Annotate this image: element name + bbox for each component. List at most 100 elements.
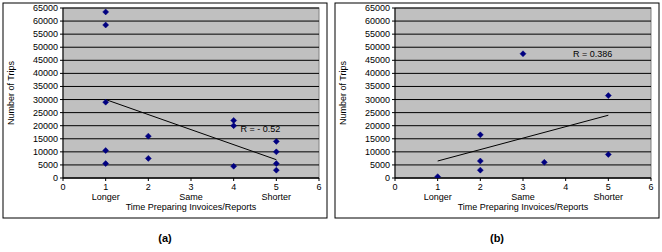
y-tick-label: 60000 xyxy=(33,16,58,26)
grid-line xyxy=(395,34,651,35)
grid-line xyxy=(63,73,319,74)
y-tick-label: 65000 xyxy=(33,3,58,13)
y-tick-label: 45000 xyxy=(33,55,58,65)
data-point xyxy=(273,149,279,155)
annotation: R = - 0.52 xyxy=(241,124,281,134)
data-point xyxy=(541,159,547,165)
x-category-label: Longer xyxy=(424,192,452,202)
x-tick xyxy=(319,178,320,181)
data-layer xyxy=(103,9,280,173)
y-tick-label: 5000 xyxy=(38,160,58,170)
y-tick-label: 40000 xyxy=(365,68,390,78)
grid-line xyxy=(395,73,651,74)
data-point xyxy=(103,148,109,154)
grid-line xyxy=(63,112,319,113)
x-tick xyxy=(276,178,277,181)
data-point xyxy=(273,161,279,167)
data-point xyxy=(273,167,279,173)
y-tick-label: 60000 xyxy=(365,16,390,26)
grid-line xyxy=(395,164,651,165)
data-point xyxy=(145,133,151,139)
data-point xyxy=(520,51,526,57)
x-tick-label: 1 xyxy=(435,182,440,192)
data-point xyxy=(231,123,237,129)
data-point xyxy=(231,163,237,169)
grid-line xyxy=(395,60,651,61)
x-tick-label: 4 xyxy=(563,182,568,192)
grid-line xyxy=(395,47,651,48)
panel-caption: (a) xyxy=(158,232,172,244)
plot-area xyxy=(63,8,319,178)
y-tick-label: 35000 xyxy=(365,81,390,91)
y-tick-label: 10000 xyxy=(33,147,58,157)
grid-line xyxy=(63,8,319,9)
y-tick-label: 55000 xyxy=(365,29,390,39)
x-tick-label: 2 xyxy=(146,182,151,192)
y-tick-label: 0 xyxy=(385,173,390,183)
x-category-label: Same xyxy=(511,192,535,202)
grid-line xyxy=(63,125,319,126)
x-tick xyxy=(148,178,149,181)
y-tick-label: 10000 xyxy=(365,147,390,157)
grid-line xyxy=(63,164,319,165)
data-point xyxy=(477,132,483,138)
x-tick-label: 5 xyxy=(606,182,611,192)
data-point xyxy=(605,93,611,99)
y-tick-label: 35000 xyxy=(33,81,58,91)
grid-line xyxy=(395,99,651,100)
panel-caption: (b) xyxy=(490,232,504,244)
x-tick xyxy=(191,178,192,181)
y-tick-label: 0 xyxy=(53,173,58,183)
grid-line xyxy=(63,99,319,100)
x-tick-label: 6 xyxy=(648,182,653,192)
data-point xyxy=(103,9,109,15)
grid-line xyxy=(63,151,319,152)
y-tick-label: 30000 xyxy=(365,95,390,105)
data-point xyxy=(477,167,483,173)
data-point xyxy=(605,151,611,157)
grid-line xyxy=(395,86,651,87)
data-point xyxy=(435,174,441,178)
grid-line xyxy=(63,138,319,139)
x-tick xyxy=(63,178,64,181)
grid-line xyxy=(63,86,319,87)
x-tick xyxy=(395,178,396,181)
x-tick-label: 1 xyxy=(103,182,108,192)
x-tick xyxy=(651,178,652,181)
grid-line xyxy=(63,34,319,35)
y-tick-label: 55000 xyxy=(33,29,58,39)
chart-panel: 0500010000150002000025000300003500040000… xyxy=(3,3,327,244)
x-tick xyxy=(105,178,106,181)
y-tick-label: 5000 xyxy=(370,160,390,170)
data-point xyxy=(477,158,483,164)
x-tick-label: 4 xyxy=(231,182,236,192)
panel-frame xyxy=(335,3,659,218)
x-tick xyxy=(480,178,481,181)
x-category-label: Same xyxy=(179,192,203,202)
y-tick-label: 25000 xyxy=(33,108,58,118)
y-tick-label: 25000 xyxy=(365,108,390,118)
x-tick-label: 0 xyxy=(60,182,65,192)
grid-line xyxy=(395,151,651,152)
y-axis-title: Number of Trips xyxy=(338,60,348,125)
y-tick-label: 30000 xyxy=(33,95,58,105)
x-tick xyxy=(565,178,566,181)
x-tick-label: 0 xyxy=(392,182,397,192)
panel-frame xyxy=(3,3,327,218)
chart-panel: 0500010000150002000025000300003500040000… xyxy=(335,3,659,244)
y-tick-label: 15000 xyxy=(365,134,390,144)
x-category-label: Shorter xyxy=(594,192,624,202)
x-axis-title: Time Preparing Invoices/Reports xyxy=(126,202,257,212)
x-tick xyxy=(523,178,524,181)
y-tick-label: 40000 xyxy=(33,68,58,78)
x-tick-label: 5 xyxy=(274,182,279,192)
data-point xyxy=(273,138,279,144)
y-axis-title: Number of Trips xyxy=(6,60,16,125)
x-tick xyxy=(437,178,438,181)
grid-line xyxy=(395,125,651,126)
plot-area xyxy=(395,8,651,178)
y-tick-label: 50000 xyxy=(33,42,58,52)
grid-line xyxy=(395,8,651,9)
grid-line xyxy=(63,60,319,61)
data-point xyxy=(103,22,109,28)
